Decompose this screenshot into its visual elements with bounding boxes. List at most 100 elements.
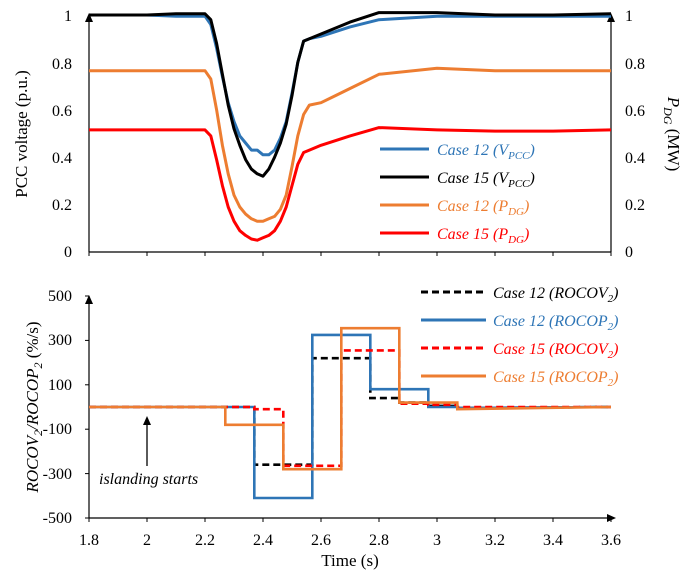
y-tick-label: -500 xyxy=(43,510,72,527)
legend-label-end: ) xyxy=(612,313,618,330)
legend-label-end: ) xyxy=(523,198,529,215)
legend-label: Case 15 (ROCOV2) xyxy=(493,341,618,361)
series-line-1 xyxy=(89,11,612,178)
legend-label-main: Case 12 (P xyxy=(437,198,508,215)
legend-label-end: ) xyxy=(612,369,618,386)
legend-entry: Case 12 (VPCC) xyxy=(380,142,535,162)
x-tick-label: 3 xyxy=(433,532,441,549)
x-tick-label: 2.8 xyxy=(369,532,389,549)
legend-entry: Case 12 (ROCOP2) xyxy=(421,313,618,333)
left-y-tick-label: 1 xyxy=(64,8,72,25)
x-tick-label: 2.4 xyxy=(253,532,273,549)
bottom-y-tick-labels: -500 -300 -100 100 300 500 xyxy=(43,288,72,527)
x-tick-label: 2.2 xyxy=(195,532,215,549)
top-x-tick-marks xyxy=(88,252,612,256)
left-y-tick-labels: 0 0.2 0.4 0.6 0.8 1 xyxy=(52,8,72,261)
left-y-tick-label: 0 xyxy=(64,244,72,261)
series-step-line-2 xyxy=(89,349,611,468)
legend-label: Case 12 (ROCOV2) xyxy=(493,285,618,305)
legend-label-sub: 2 xyxy=(608,321,614,333)
y-title-part: ROCOV xyxy=(23,433,42,493)
right-y-axis-title: PDG (MW) xyxy=(661,96,683,171)
right-y-tick-labels: 0 0.2 0.4 0.6 0.8 1 xyxy=(625,8,645,261)
right-y-tick-label: 0.4 xyxy=(625,150,645,167)
left-y-tick-label: 0.6 xyxy=(52,103,72,120)
legend-label: Case 12 (VPCC) xyxy=(437,142,535,162)
x-tick-label: 3.6 xyxy=(601,532,621,549)
y-title-part: /ROCOP xyxy=(23,369,42,431)
right-y-tick-label: 0.8 xyxy=(625,56,645,73)
legend-label-main: Case 12 (ROCOP xyxy=(493,313,608,330)
left-y-tick-label: 0.2 xyxy=(52,197,72,214)
y-title-part-sub: 2 xyxy=(31,363,45,369)
legend-label-end: ) xyxy=(612,285,618,302)
legend-label-main: Case 15 (V xyxy=(437,170,510,187)
series-step-line-3 xyxy=(89,326,612,471)
y-tick-label: -100 xyxy=(43,421,72,438)
legend-label-end: ) xyxy=(529,170,535,187)
legend-label-sub: PCC xyxy=(507,178,530,190)
top-legend: Case 12 (VPCC) Case 15 (VPCC) Case 12 (P… xyxy=(380,142,535,246)
bottom-series-group xyxy=(89,326,612,500)
right-y-tick-label: 1 xyxy=(625,8,633,25)
right-y-tick-label: 0 xyxy=(625,244,633,261)
legend-label: Case 15 (PDG) xyxy=(437,226,529,246)
left-y-axis-title: PCC voltage (p.u.) xyxy=(12,70,31,198)
legend-entry: Case 15 (PDG) xyxy=(380,226,529,246)
y-title-unit: (%/s) xyxy=(23,321,42,362)
legend-label-sub: 2 xyxy=(608,349,614,361)
legend-label-end: ) xyxy=(529,142,535,159)
annotation-text: islanding starts xyxy=(99,471,198,488)
left-y-tick-label: 0.4 xyxy=(52,150,72,167)
legend-label-main: Case 15 (P xyxy=(437,226,508,243)
legend-entry: Case 12 (ROCOV2) xyxy=(421,285,618,305)
legend-label: Case 15 (VPCC) xyxy=(437,170,535,190)
rocov-rocop-chart: -500 -300 -100 100 300 500 1.8 2 2.2 2.4… xyxy=(23,285,621,570)
x-axis-title: Time (s) xyxy=(321,551,378,570)
legend-label-main: Case 12 (V xyxy=(437,142,510,159)
x-tick-label: 1.8 xyxy=(79,532,99,549)
right-y-axis-title-sub: DG xyxy=(661,106,675,125)
legend-entry: Case 12 (PDG) xyxy=(380,198,529,218)
legend-entry: Case 15 (ROCOV2) xyxy=(421,341,618,361)
islanding-annotation: islanding starts xyxy=(99,416,198,488)
legend-label-end: ) xyxy=(523,226,529,243)
legend-label-end: ) xyxy=(612,341,618,358)
voltage-power-chart: 0 0.2 0.4 0.6 0.8 1 0 0.2 0.4 0.6 0.8 1 … xyxy=(12,8,683,261)
y-tick-label: 500 xyxy=(48,288,72,305)
right-y-tick-label: 0.2 xyxy=(625,197,645,214)
y-title-part-sub: 2 xyxy=(31,430,45,436)
y-tick-label: 300 xyxy=(48,332,72,349)
series-line-0 xyxy=(89,13,611,157)
legend-label-sub: PCC xyxy=(507,150,530,162)
legend-label-main: Case 15 (ROCOV xyxy=(493,341,610,358)
y-axis-arrow-icon xyxy=(85,295,93,304)
x-tick-label: 3.2 xyxy=(485,532,505,549)
legend-label-main: Case 12 (ROCOV xyxy=(493,285,610,302)
y-tick-label: 100 xyxy=(48,377,72,394)
legend-label-sub: 2 xyxy=(608,293,614,305)
series-line-2 xyxy=(89,66,611,223)
x-tick-label: 3.4 xyxy=(543,532,563,549)
bottom-x-tick-marks xyxy=(88,518,612,522)
top-series-group xyxy=(89,11,612,242)
legend-label-sub: 2 xyxy=(608,377,614,389)
bottom-y-tick-marks xyxy=(85,295,89,519)
legend-label-main: Case 15 (ROCOP xyxy=(493,369,608,386)
left-y-tick-label: 0.8 xyxy=(52,56,72,73)
legend-label: Case 12 (PDG) xyxy=(437,198,529,218)
legend-label-sub: DG xyxy=(507,206,524,218)
annotation-arrow-icon xyxy=(143,416,151,425)
x-tick-label: 2.6 xyxy=(311,532,331,549)
bottom-legend: Case 12 (ROCOV2) Case 12 (ROCOP2) Case 1… xyxy=(421,285,618,389)
left-axis-arrow-icon xyxy=(85,13,93,22)
legend-label: Case 15 (ROCOP2) xyxy=(493,369,618,389)
legend-label: Case 12 (ROCOP2) xyxy=(493,313,618,333)
legend-label-sub: DG xyxy=(507,234,524,246)
right-y-axis-title-unit: (MW) xyxy=(664,125,683,172)
legend-entry: Case 15 (ROCOP2) xyxy=(421,369,618,389)
right-y-tick-label: 0.6 xyxy=(625,103,645,120)
series-step-line-1 xyxy=(89,333,612,500)
y-tick-label: -300 xyxy=(43,466,72,483)
